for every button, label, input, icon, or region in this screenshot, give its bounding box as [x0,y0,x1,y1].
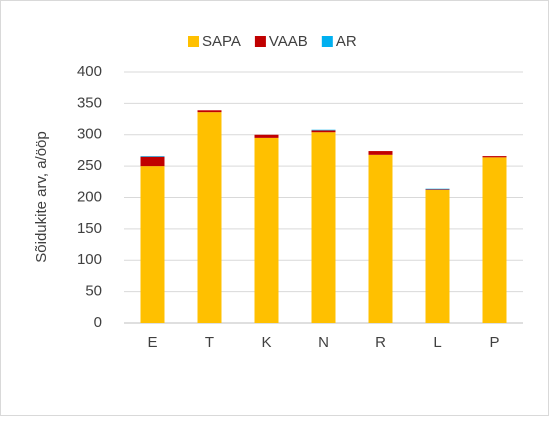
legend-swatch [188,36,199,47]
bar-segment [140,156,165,167]
x-tick-label: L [433,334,441,351]
legend-swatch [321,36,333,47]
y-tick-label: 50 [85,283,102,300]
y-tick-label: 300 [77,126,102,143]
legend-swatch [254,36,266,47]
bar-segment [311,132,336,323]
bar-segment [311,129,336,131]
bar-segment [140,166,165,323]
bar-segment [140,156,165,157]
y-tick-label: 0 [94,314,102,331]
y-tick-label: 200 [77,188,102,205]
bar-segment [368,151,393,155]
bar-segment [482,157,507,323]
x-tick-label: E [147,334,157,351]
legend-label: VAAB [269,33,308,50]
bar-segment [482,156,507,158]
x-tick-label: K [261,334,271,351]
bar-segment [425,188,450,190]
x-tick-label: N [318,334,329,351]
y-tick-label: 400 [77,63,102,80]
y-tick-label: 100 [77,251,102,268]
bar-segment [311,130,336,133]
bar-segment [254,137,279,323]
y-tick-label: 250 [77,157,102,174]
x-tick-label: T [205,334,214,351]
y-axis-label: Sõidukite arv, a/ööp [33,131,50,262]
bar-segment [197,110,222,113]
bar-segment [425,189,450,323]
y-tick-label: 350 [77,94,102,111]
x-tick-label: P [489,334,499,351]
legend-label: SAPA [202,33,241,50]
bar-segment [425,189,450,190]
bar-segment [197,112,222,323]
legend-label: AR [336,33,357,50]
bar-segment [254,134,279,138]
y-tick-label: 150 [77,220,102,237]
bar-segment [368,154,393,323]
x-tick-label: R [375,334,386,351]
